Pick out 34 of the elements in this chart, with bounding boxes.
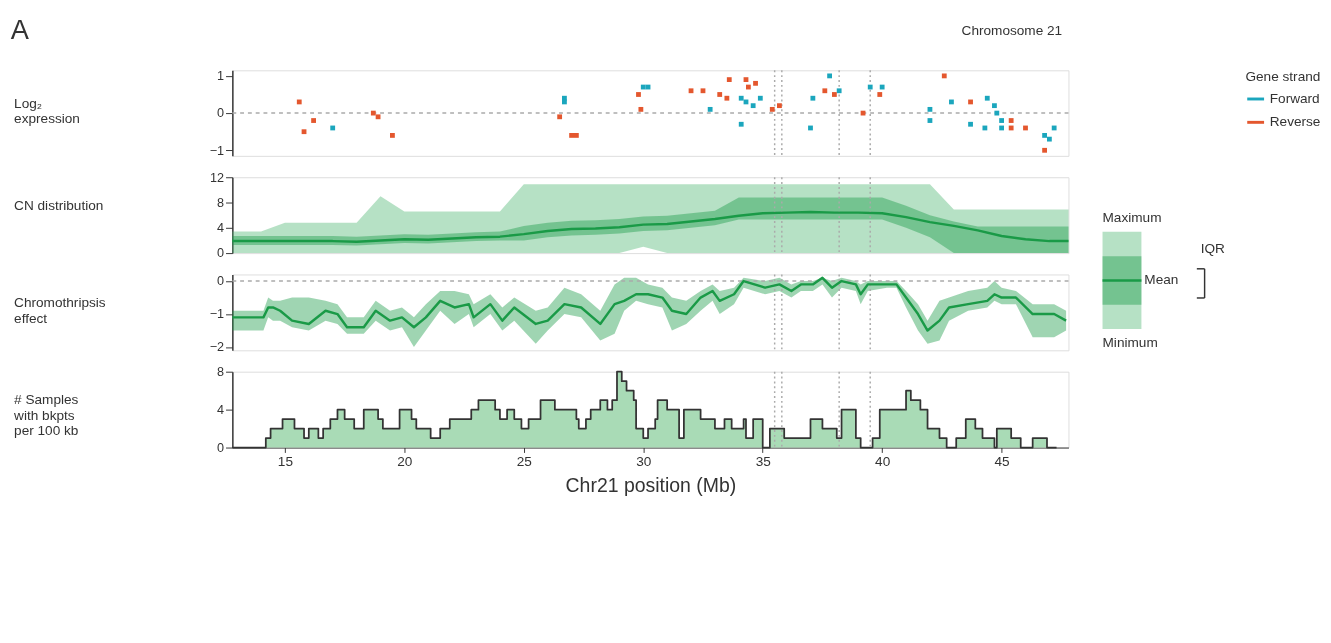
x-tick-label: 45	[994, 453, 1010, 469]
legend-title: Gene strand	[1245, 69, 1321, 85]
y-tick-label: 8	[217, 365, 225, 380]
y-tick-label: 4	[217, 403, 225, 417]
x-tick-label: 15	[277, 453, 293, 469]
y-tick-label: 0	[217, 274, 225, 289]
x-tick-label: 30	[636, 453, 652, 469]
text: Maximum	[1102, 210, 1162, 226]
y-tick-label: −1	[209, 143, 225, 158]
x-tick-label: 40	[875, 453, 891, 469]
y-tick-label: 0	[217, 106, 225, 121]
y-tick-label: 12	[210, 170, 225, 185]
y-tick-label: 0	[217, 246, 225, 261]
y-tick-label: 8	[217, 195, 225, 210]
y-tick-label: −2	[209, 340, 225, 355]
text: Chromosome 21	[961, 23, 1063, 39]
y-tick-label: 4	[217, 221, 225, 236]
y-axis-title: Chromothripsis effect	[14, 295, 106, 326]
x-tick-label: 20	[397, 453, 413, 469]
text: Minimum	[1102, 334, 1158, 350]
x-tick-label: 25	[516, 453, 532, 469]
legend-label: Reverse	[1269, 114, 1321, 130]
y-tick-label: −1	[209, 307, 225, 322]
legend-label: Forward	[1269, 90, 1320, 106]
x-tick-label: 35	[755, 453, 771, 469]
y-axis-title: CN distribution	[14, 197, 104, 213]
legend-label: Mean	[1144, 272, 1179, 288]
y-tick-label: 0	[217, 440, 225, 455]
y-axis-title: Log₂ expression	[14, 95, 80, 127]
text: IQR	[1200, 241, 1226, 257]
x-axis-title: Chr21 position (Mb)	[565, 473, 737, 496]
y-tick-label: 1	[217, 69, 225, 84]
text: A	[10, 14, 30, 46]
y-axis-title: # Samples with bkpts per 100 kb	[13, 392, 79, 439]
